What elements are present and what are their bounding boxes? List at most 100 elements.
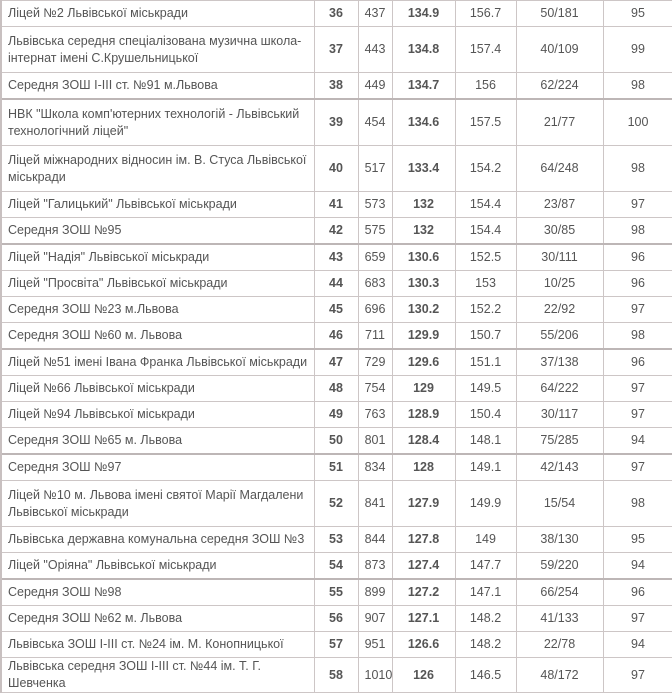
average-score-cell: 150.4 xyxy=(454,401,517,428)
percent-cell: 97 xyxy=(602,657,672,693)
table-row: Львівська державна комунальна середня ЗО… xyxy=(0,526,672,553)
percent-cell: 97 xyxy=(602,375,672,402)
rank-cell: 49 xyxy=(313,401,359,428)
rank-cell: 53 xyxy=(313,526,359,553)
table-row: НВК "Школа комп'ютерних технологій - Льв… xyxy=(0,98,672,146)
average-score-cell: 147.7 xyxy=(454,552,517,580)
number-cell: 844 xyxy=(357,526,393,553)
school-name-cell: Ліцей "Просвіта" Львівської міськради xyxy=(0,270,315,297)
percent-cell: 94 xyxy=(602,427,672,455)
rank-cell: 41 xyxy=(313,191,359,218)
score-cell: 127.1 xyxy=(391,605,456,632)
number-cell: 834 xyxy=(357,453,393,481)
average-score-cell: 149.5 xyxy=(454,375,517,402)
number-cell: 1010 xyxy=(357,657,393,693)
number-cell: 573 xyxy=(357,191,393,218)
school-name-cell: Ліцей №66 Львівської міськради xyxy=(0,375,315,402)
rank-cell: 46 xyxy=(313,322,359,350)
ratio-cell: 22/92 xyxy=(515,296,604,323)
score-cell: 127.8 xyxy=(391,526,456,553)
average-score-cell: 154.4 xyxy=(454,191,517,218)
school-name-cell: Ліцей №51 імені Івана Франка Львівської … xyxy=(0,348,315,376)
table-row: Ліцей "Оріяна" Львівської міськради 54 873… xyxy=(0,552,672,580)
table-row: Ліцей "Галицький" Львівської міськради 41… xyxy=(0,191,672,218)
rank-cell: 58 xyxy=(313,657,359,693)
rank-cell: 42 xyxy=(313,217,359,245)
score-cell: 127.4 xyxy=(391,552,456,580)
number-cell: 801 xyxy=(357,427,393,455)
rank-cell: 55 xyxy=(313,578,359,606)
percent-cell: 96 xyxy=(602,348,672,376)
score-cell: 127.9 xyxy=(391,480,456,527)
table-row: Середня ЗОШ №95 42 575 132 154.4 30/85 98 xyxy=(0,217,672,245)
percent-cell: 96 xyxy=(602,270,672,297)
school-name-cell: Середня ЗОШ №62 м. Львова xyxy=(0,605,315,632)
rank-cell: 44 xyxy=(313,270,359,297)
school-name-cell: Ліцей №2 Львівської міськради xyxy=(0,0,315,27)
percent-cell: 98 xyxy=(602,480,672,527)
score-cell: 128.9 xyxy=(391,401,456,428)
percent-cell: 97 xyxy=(602,296,672,323)
ratio-cell: 30/85 xyxy=(515,217,604,245)
table-row: Ліцей "Надія" Львівської міськради 43 659 1… xyxy=(0,243,672,271)
ratio-cell: 30/117 xyxy=(515,401,604,428)
table-row: Ліцей №66 Львівської міськради 48 754 129 14… xyxy=(0,375,672,402)
number-cell: 437 xyxy=(357,0,393,27)
number-cell: 659 xyxy=(357,243,393,271)
table-row: Середня ЗОШ №65 м. Львова 50 801 128.4 148.1… xyxy=(0,427,672,455)
score-cell: 132 xyxy=(391,191,456,218)
average-score-cell: 152.5 xyxy=(454,243,517,271)
school-name-cell: Ліцей №10 м. Львова імені святої Марії М… xyxy=(0,480,315,527)
percent-cell: 94 xyxy=(602,631,672,658)
rank-cell: 56 xyxy=(313,605,359,632)
ratio-cell: 75/285 xyxy=(515,427,604,455)
school-name-cell: Ліцей "Галицький" Львівської міськради xyxy=(0,191,315,218)
school-name-cell: НВК "Школа комп'ютерних технологій - Льв… xyxy=(0,98,315,146)
table-row: Львівська середня ЗОШ І-ІІІ ст. №44 ім. … xyxy=(0,657,672,693)
score-cell: 134.8 xyxy=(391,26,456,73)
average-score-cell: 156.7 xyxy=(454,0,517,27)
number-cell: 696 xyxy=(357,296,393,323)
percent-cell: 98 xyxy=(602,217,672,245)
ratio-cell: 66/254 xyxy=(515,578,604,606)
school-name-cell: Ліцей міжнародних відносин ім. В. Стуса … xyxy=(0,145,315,192)
table-row: Середня ЗОШ №62 м. Львова 56 907 127.1 148.2… xyxy=(0,605,672,632)
score-cell: 126.6 xyxy=(391,631,456,658)
school-name-cell: Середня ЗОШ №95 xyxy=(0,217,315,245)
table-row: Львівська ЗОШ І-ІІІ ст. №24 ім. М. Коноп… xyxy=(0,631,672,658)
school-name-cell: Середня ЗОШ №60 м. Львова xyxy=(0,322,315,350)
number-cell: 729 xyxy=(357,348,393,376)
ratio-cell: 62/224 xyxy=(515,72,604,100)
table-row: Ліцей №51 імені Івана Франка Львівської … xyxy=(0,348,672,376)
rank-cell: 36 xyxy=(313,0,359,27)
table-row: Ліцей №94 Львівської міськради 49 763 128.9… xyxy=(0,401,672,428)
ratio-cell: 55/206 xyxy=(515,322,604,350)
percent-cell: 97 xyxy=(602,453,672,481)
average-score-cell: 148.2 xyxy=(454,605,517,632)
score-cell: 129.6 xyxy=(391,348,456,376)
number-cell: 899 xyxy=(357,578,393,606)
ratio-cell: 38/130 xyxy=(515,526,604,553)
school-name-cell: Середня ЗОШ №23 м.Львова xyxy=(0,296,315,323)
table-row: Середня ЗОШ №98 55 899 127.2 147.1 66/254 96 xyxy=(0,578,672,606)
score-cell: 130.2 xyxy=(391,296,456,323)
percent-cell: 94 xyxy=(602,552,672,580)
ratio-cell: 40/109 xyxy=(515,26,604,73)
ratio-cell: 15/54 xyxy=(515,480,604,527)
average-score-cell: 148.2 xyxy=(454,631,517,658)
ratio-cell: 30/111 xyxy=(515,243,604,271)
rank-cell: 57 xyxy=(313,631,359,658)
average-score-cell: 151.1 xyxy=(454,348,517,376)
percent-cell: 96 xyxy=(602,243,672,271)
ratio-cell: 64/248 xyxy=(515,145,604,192)
number-cell: 907 xyxy=(357,605,393,632)
average-score-cell: 156 xyxy=(454,72,517,100)
average-score-cell: 149.9 xyxy=(454,480,517,527)
number-cell: 443 xyxy=(357,26,393,73)
average-score-cell: 157.5 xyxy=(454,98,517,146)
score-cell: 128 xyxy=(391,453,456,481)
table-row: Ліцей №2 Львівської міськради 36 437 134.9 1… xyxy=(0,0,672,27)
number-cell: 517 xyxy=(357,145,393,192)
ratio-cell: 50/181 xyxy=(515,0,604,27)
